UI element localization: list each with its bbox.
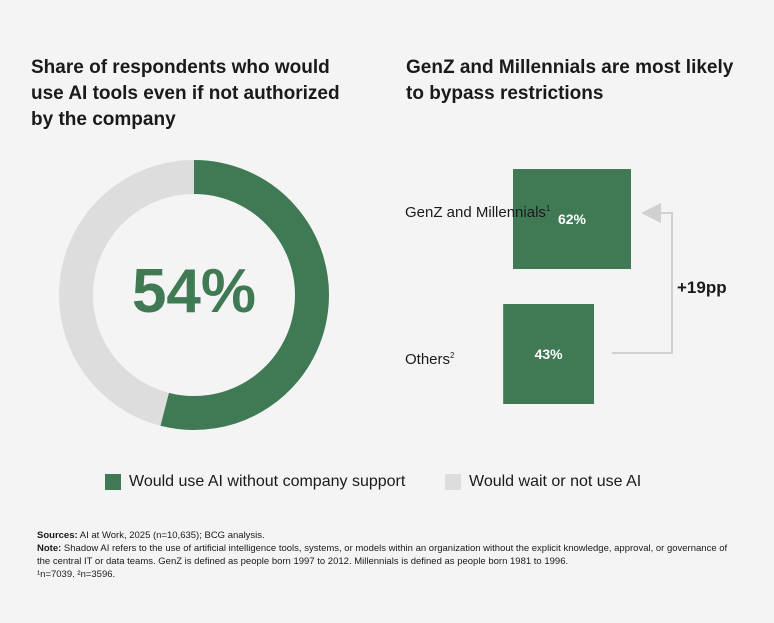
legend-item-use-ai: Would use AI without company support xyxy=(105,473,405,491)
donut-slice-wait xyxy=(59,160,195,426)
sample-size-line: ¹n=7039. ²n=3596. xyxy=(37,569,116,580)
legend-swatch-green xyxy=(105,474,121,490)
note-line: Note: Shadow AI refers to the use of art… xyxy=(37,543,728,567)
legend-label: Would wait or not use AI xyxy=(469,473,642,490)
bar-genz-millennials xyxy=(513,169,631,269)
difference-annotation: +19pp xyxy=(677,278,727,297)
legend-label: Would use AI without company support xyxy=(129,473,406,490)
footnote: Sources: AI at Work, 2025 (n=10,635); BC… xyxy=(37,529,737,581)
category-label-genz: GenZ and Millennials1 xyxy=(405,204,551,221)
legend-swatch-gray xyxy=(445,474,461,490)
comparison-arrow xyxy=(612,203,673,354)
donut-slice-use-ai xyxy=(160,160,329,430)
bar-value-label: 43% xyxy=(535,346,564,362)
donut-chart xyxy=(59,160,329,430)
bar-chart: 62% 43% xyxy=(503,169,631,404)
category-label-others: Others2 xyxy=(405,351,455,368)
bar-value-label: 62% xyxy=(558,211,587,227)
donut-center-label: 54% xyxy=(132,257,256,326)
bar-chart-title: GenZ and Millennials are most likely to … xyxy=(406,57,734,104)
legend-item-wait: Would wait or not use AI xyxy=(445,473,641,491)
sources-line: Sources: AI at Work, 2025 (n=10,635); BC… xyxy=(37,530,265,541)
donut-chart-title: Share of respondents who would use AI to… xyxy=(31,57,340,130)
bar-others xyxy=(503,304,594,404)
